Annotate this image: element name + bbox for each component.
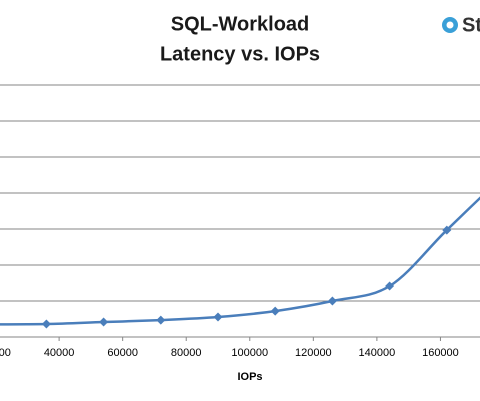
marker xyxy=(442,225,452,235)
marker xyxy=(41,319,51,329)
logo-icon-center xyxy=(446,21,454,29)
x-tick-label: 40000 xyxy=(44,347,75,359)
x-tick-label: 120000 xyxy=(295,347,332,359)
chart-subtitle: Latency vs. IOPs xyxy=(160,43,320,65)
marker xyxy=(156,315,166,325)
x-tick-label: 160000 xyxy=(422,347,459,359)
x-tick-label: 20000 xyxy=(0,347,11,359)
chart-title: SQL-Workload xyxy=(171,13,310,35)
marker xyxy=(270,306,280,316)
x-tick-label: 60000 xyxy=(107,347,138,359)
marker xyxy=(99,317,109,327)
x-tick-label: 140000 xyxy=(359,347,396,359)
marker xyxy=(385,281,395,291)
marker xyxy=(213,312,223,322)
marker xyxy=(327,296,337,306)
line xyxy=(0,196,480,326)
logo-text: St xyxy=(462,14,480,36)
x-tick-label: 100000 xyxy=(231,347,268,359)
x-tick-label: 80000 xyxy=(171,347,202,359)
x-axis-label: IOPs xyxy=(237,371,262,383)
